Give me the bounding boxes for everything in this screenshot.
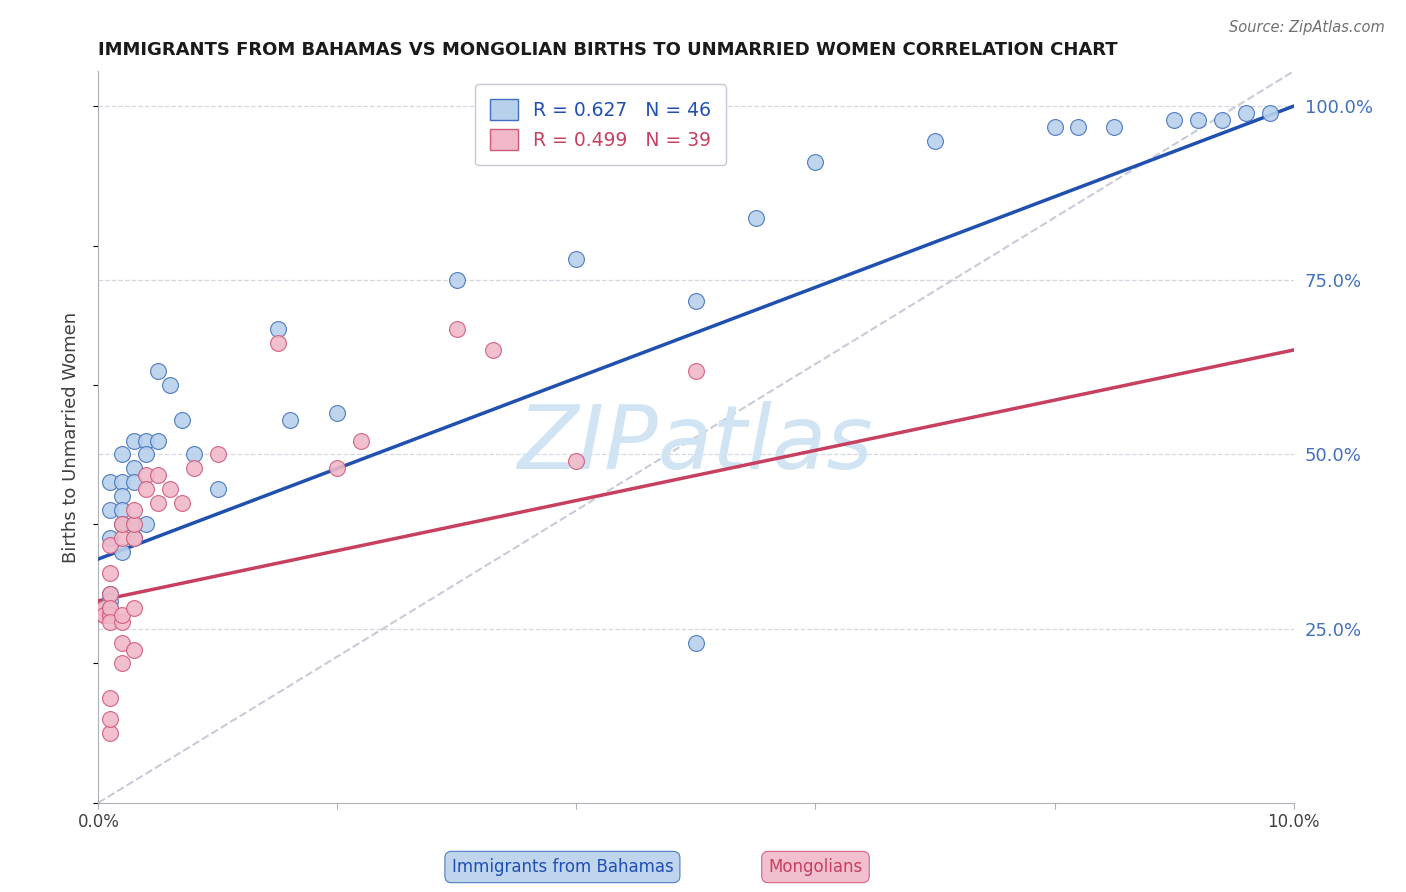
Point: [124, 531, 146, 545]
Point: [124, 461, 146, 475]
Point: [1234, 106, 1257, 120]
Point: [1067, 120, 1090, 134]
Point: [100, 475, 122, 490]
Point: [685, 294, 707, 309]
Point: [124, 517, 146, 532]
Point: [100, 615, 122, 629]
Point: [565, 252, 588, 267]
Point: [685, 635, 707, 649]
Point: [1258, 106, 1281, 120]
Point: [804, 155, 827, 169]
Point: [124, 531, 146, 545]
Point: [111, 517, 134, 532]
Point: [1104, 120, 1126, 134]
Text: IMMIGRANTS FROM BAHAMAS VS MONGOLIAN BIRTHS TO UNMARRIED WOMEN CORRELATION CHART: IMMIGRANTS FROM BAHAMAS VS MONGOLIAN BIR…: [98, 41, 1118, 59]
Point: [267, 336, 290, 351]
Point: [100, 726, 122, 740]
Point: [124, 434, 146, 448]
Point: [111, 503, 134, 517]
Point: [93, 600, 115, 615]
Point: [100, 607, 122, 622]
Point: [148, 468, 170, 483]
Point: [278, 412, 301, 426]
Point: [93, 600, 115, 615]
Point: [100, 600, 122, 615]
Point: [745, 211, 768, 225]
Point: [207, 448, 229, 462]
Point: [159, 377, 181, 392]
Point: [100, 691, 122, 706]
Point: [111, 615, 134, 629]
Point: [326, 461, 349, 475]
Point: [924, 134, 946, 148]
Point: [135, 468, 157, 483]
Point: [1211, 113, 1233, 128]
Point: [124, 475, 146, 490]
Point: [135, 434, 157, 448]
Point: [111, 475, 134, 490]
Point: [93, 607, 115, 622]
Point: [183, 461, 205, 475]
Point: [100, 600, 122, 615]
Point: [1187, 113, 1209, 128]
Point: [100, 531, 122, 545]
Point: [111, 517, 134, 532]
Point: [135, 483, 157, 497]
Point: [100, 594, 122, 608]
Point: [124, 600, 146, 615]
Point: [326, 406, 349, 420]
Point: [100, 503, 122, 517]
Point: [1163, 113, 1185, 128]
Legend: R = 0.627   N = 46, R = 0.499   N = 39: R = 0.627 N = 46, R = 0.499 N = 39: [475, 85, 725, 165]
Point: [111, 657, 134, 671]
Point: [207, 483, 229, 497]
Point: [100, 538, 122, 552]
Point: [267, 322, 290, 336]
Point: [124, 503, 146, 517]
Point: [111, 635, 134, 649]
Point: [148, 434, 170, 448]
Point: [100, 587, 122, 601]
Point: [93, 607, 115, 622]
Point: [100, 566, 122, 580]
Point: [111, 448, 134, 462]
Text: Source: ZipAtlas.com: Source: ZipAtlas.com: [1229, 20, 1385, 35]
Point: [111, 545, 134, 559]
Text: ZIPatlas: ZIPatlas: [519, 401, 873, 487]
Text: Mongolians: Mongolians: [768, 858, 863, 876]
Point: [446, 273, 468, 287]
Point: [148, 496, 170, 510]
Point: [481, 343, 505, 357]
Point: [685, 364, 707, 378]
Point: [135, 448, 157, 462]
Point: [172, 412, 194, 426]
Point: [100, 712, 122, 726]
Point: [100, 607, 122, 622]
Point: [111, 607, 134, 622]
Point: [172, 496, 194, 510]
Point: [124, 642, 146, 657]
Point: [100, 587, 122, 601]
Point: [111, 531, 134, 545]
Point: [159, 483, 181, 497]
Y-axis label: Births to Unmarried Women: Births to Unmarried Women: [62, 311, 80, 563]
Point: [100, 607, 122, 622]
Point: [350, 434, 373, 448]
Point: [565, 454, 588, 468]
Point: [135, 517, 157, 532]
Point: [148, 364, 170, 378]
Point: [124, 517, 146, 532]
Point: [1043, 120, 1066, 134]
Text: Immigrants from Bahamas: Immigrants from Bahamas: [451, 858, 673, 876]
Point: [111, 489, 134, 503]
Point: [446, 322, 468, 336]
Point: [183, 448, 205, 462]
